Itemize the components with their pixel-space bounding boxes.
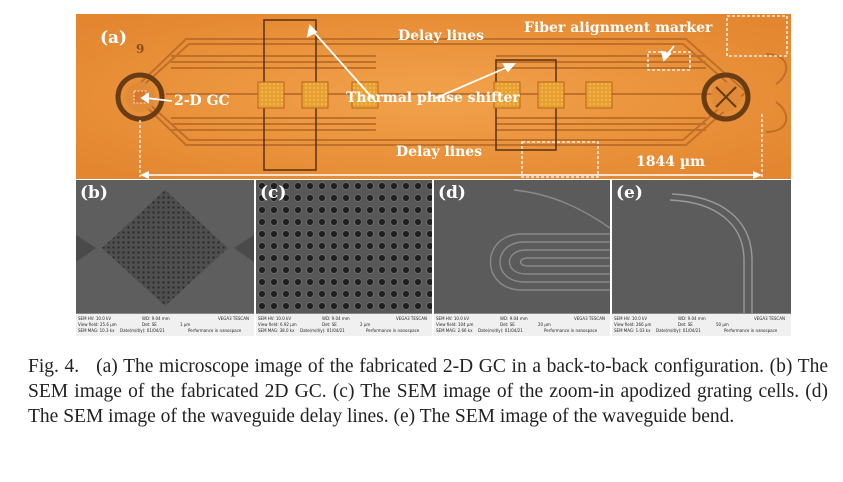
info-text: Det: SE: [142, 322, 157, 327]
panel-b-tag: (b): [80, 183, 108, 203]
info-text: View field: 266 µm: [614, 322, 652, 327]
info-text: VEGA3 TESCAN: [218, 316, 249, 321]
sem-delay-lines-image: [434, 180, 610, 336]
sem-grating-image: [76, 180, 254, 336]
panel-e-tag: (e): [616, 183, 643, 203]
panel-d-tag: (d): [438, 183, 466, 203]
microscope-image: [76, 14, 791, 179]
info-text: 1 µm: [180, 322, 191, 327]
info-text: WD: 9.04 mm: [678, 316, 706, 321]
grating-coupler-right: [701, 72, 751, 122]
chip-mark: 9: [136, 42, 145, 56]
delay-lines-top-label: Delay lines: [398, 28, 485, 44]
sem-panel-c: (c) SEM HV: 10.0 kV WD: 9.04 mm VEGA3 TE…: [256, 180, 432, 336]
info-text: VEGA3 TESCAN: [396, 316, 427, 321]
figure: (a) 9 Delay lines Fiber alignment marker…: [76, 14, 791, 336]
info-text: Date(m/d/y): 01/04/21: [478, 328, 523, 333]
phase-shifter-label: Thermal phase shifter: [346, 90, 520, 106]
info-text: Performance in nanospace: [724, 328, 778, 333]
sem-panel-e: (e) SEM HV: 10.0 kV WD: 9.04 mm VEGA3 TE…: [612, 180, 791, 336]
figure-caption: Fig. 4. (a) The microscope image of the …: [28, 354, 828, 429]
info-text: View field: 104 µm: [436, 322, 474, 327]
info-text: WD: 9.04 mm: [500, 316, 528, 321]
info-text: Date(m/d/y): 01/04/21: [656, 328, 701, 333]
info-text: Det: SE: [500, 322, 515, 327]
info-text: 20 µm: [538, 322, 551, 327]
info-text: WD: 9.04 mm: [322, 316, 350, 321]
figure-label: Fig. 4.: [28, 356, 80, 377]
info-text: View field: 6.92 µm: [258, 322, 297, 327]
info-text: Performance in nanospace: [188, 328, 242, 333]
fiber-marker-label: Fiber alignment marker: [524, 20, 713, 36]
info-text: SEM MAG: 38.0 kx: [258, 328, 295, 333]
panel-c-tag: (c): [260, 183, 287, 203]
info-text: SEM MAG: 2.66 kx: [436, 328, 473, 333]
sem-info-bar-e: SEM HV: 10.0 kV WD: 9.04 mm VEGA3 TESCAN…: [612, 313, 791, 336]
sem-panel-d: (d) SEM HV: 10.0 kV WD: 9.04 mm VEGA3 TE…: [434, 180, 610, 336]
info-text: SEM MAG: 10.3 kx: [78, 328, 115, 333]
delay-lines-bottom-label: Delay lines: [396, 144, 483, 160]
microscope-image-panel: (a) 9 Delay lines Fiber alignment marker…: [76, 14, 791, 179]
info-text: SEM HV: 10.0 kV: [436, 316, 470, 321]
info-text: 2 µm: [360, 322, 371, 327]
sem-info-bar-b: SEM HV: 10.0 kV WD: 9.04 mm VEGA3 TESCAN…: [76, 313, 254, 336]
sem-info-bar-c: SEM HV: 10.0 kV WD: 9.04 mm VEGA3 TESCAN…: [256, 313, 432, 336]
length-label: 1844 µm: [636, 154, 705, 170]
sem-info-bar-d: SEM HV: 10.0 kV WD: 9.04 mm VEGA3 TESCAN…: [434, 313, 610, 336]
info-text: SEM MAG: 1.03 kx: [614, 328, 651, 333]
info-text: View field: 25.6 µm: [78, 322, 117, 327]
info-text: SEM HV: 10.0 kV: [614, 316, 648, 321]
sem-panel-b: (b) SEM HV: 10.0 kV WD: 9.04 mm VEGA3 TE…: [76, 180, 254, 336]
info-text: SEM HV: 10.0 kV: [258, 316, 292, 321]
info-text: VEGA3 TESCAN: [574, 316, 605, 321]
sem-bend-image: [612, 180, 791, 336]
gc-label: 2-D GC: [174, 93, 230, 109]
panel-a-tag: (a): [100, 28, 128, 48]
sem-cells-image: [256, 180, 432, 336]
caption-text: (a) The microscope image of the fabricat…: [28, 356, 828, 427]
info-text: Date(m/d/y): 01/04/21: [300, 328, 345, 333]
info-text: Performance in nanospace: [366, 328, 420, 333]
info-text: Det: SE: [678, 322, 693, 327]
info-text: 50 µm: [716, 322, 729, 327]
info-text: Date(m/d/y): 01/04/21: [120, 328, 165, 333]
info-text: Det: SE: [322, 322, 337, 327]
info-text: WD: 9.04 mm: [142, 316, 170, 321]
info-text: VEGA3 TESCAN: [754, 316, 785, 321]
info-text: Performance in nanospace: [544, 328, 598, 333]
grating-coupler-left: [115, 72, 165, 122]
info-text: SEM HV: 10.0 kV: [78, 316, 112, 321]
